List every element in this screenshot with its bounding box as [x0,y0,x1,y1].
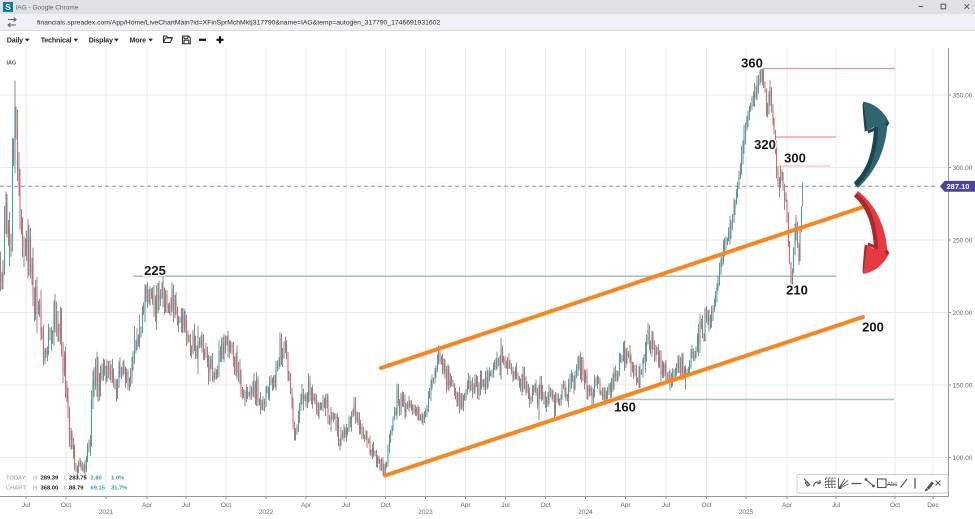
svg-text:Dec: Dec [927,502,939,509]
svg-text:300: 300 [784,151,806,166]
svg-text:360: 360 [741,56,763,71]
svg-text:160: 160 [614,400,636,415]
svg-text:100.00: 100.00 [953,455,973,462]
svg-text:Apr: Apr [142,502,153,509]
svg-text:Jul: Jul [22,502,31,509]
svg-text:L:: L: [64,476,69,482]
svg-text:31.7%: 31.7% [111,486,127,492]
svg-text:Jul: Jul [832,502,841,509]
svg-text:Oct: Oct [221,502,231,509]
svg-text:Jul: Jul [662,502,671,509]
svg-text:200.00: 200.00 [953,310,973,317]
svg-text:368.00: 368.00 [41,486,59,492]
svg-text:L:: L: [64,486,69,492]
svg-text:200: 200 [862,320,884,335]
svg-text:Apr: Apr [620,502,631,509]
svg-text:225: 225 [144,263,166,278]
svg-text:2022: 2022 [259,509,274,516]
svg-text:150.00: 150.00 [953,382,973,389]
svg-text:1.0%: 1.0% [111,476,124,482]
svg-text:H:: H: [33,486,39,492]
svg-text:2023: 2023 [418,509,433,516]
svg-text:H:: H: [33,476,39,482]
svg-text:287.10: 287.10 [947,182,970,191]
svg-text:Jul: Jul [501,502,510,509]
svg-text:IAG - Google Chrome: IAG - Google Chrome [16,5,79,12]
svg-text:Oct: Oct [701,502,711,509]
svg-text:2.80: 2.80 [91,476,102,482]
svg-text:2024: 2024 [578,509,593,516]
svg-text:2021: 2021 [99,509,114,516]
svg-text:250.00: 250.00 [953,237,973,244]
svg-text:2025: 2025 [739,509,754,516]
svg-text:289.39: 289.39 [41,476,60,482]
svg-text:Technical: Technical [41,35,72,44]
svg-text:Daily: Daily [7,35,23,44]
svg-text:financials.spreadex.com/App/Ho: financials.spreadex.com/App/Home/LiveCha… [37,20,440,27]
svg-text:TODAY:: TODAY: [6,476,27,482]
svg-text:350.00: 350.00 [953,92,973,99]
svg-text:Apr: Apr [301,502,312,509]
svg-text:IAG: IAG [7,61,17,67]
svg-text:88.79: 88.79 [69,486,84,492]
svg-text:Oct: Oct [890,502,900,509]
svg-text:Display: Display [89,35,113,44]
svg-text:Oct: Oct [61,502,71,509]
svg-text:Apr: Apr [460,502,471,509]
svg-text:Oct: Oct [380,502,390,509]
svg-text:CHART:: CHART: [6,486,27,492]
svg-text:69.15: 69.15 [91,486,106,492]
svg-text:320: 320 [754,137,776,152]
svg-text:Abc: Abc [887,482,897,488]
svg-text:300.00: 300.00 [953,165,973,172]
svg-text:Jul: Jul [182,502,191,509]
svg-text:Apr: Apr [782,502,793,509]
svg-text:283.75: 283.75 [69,476,88,482]
svg-text:Jul: Jul [342,502,351,509]
svg-text:Oct: Oct [540,502,550,509]
svg-text:210: 210 [786,283,808,298]
svg-text:S: S [5,3,11,12]
svg-text:More: More [130,35,147,44]
